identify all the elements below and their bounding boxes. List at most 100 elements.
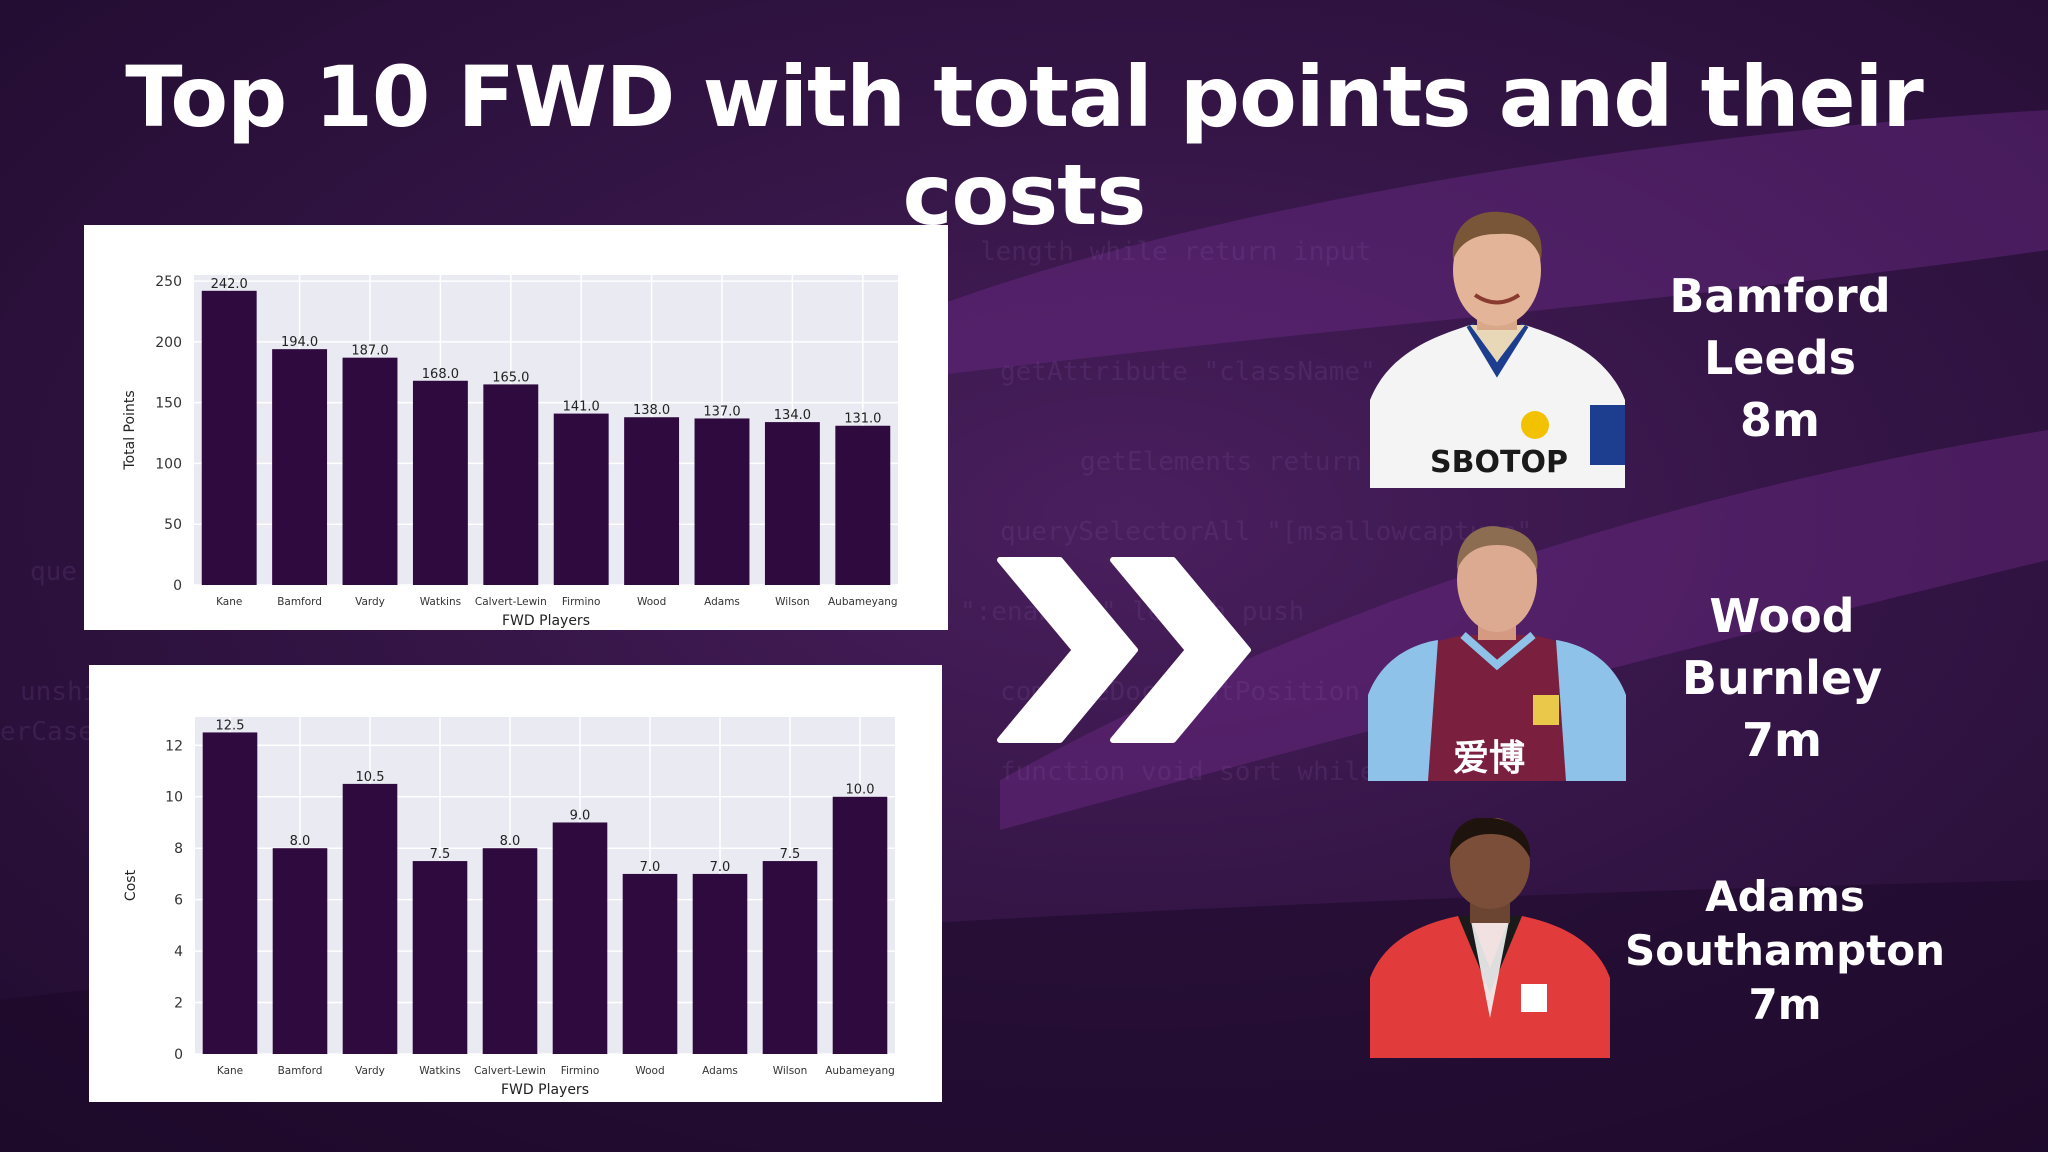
- svg-text:que: que: [30, 557, 77, 587]
- kit-sponsor-text: 爱博: [1453, 738, 1525, 779]
- data-label: 9.0: [570, 808, 591, 823]
- bar-kane: [201, 290, 257, 585]
- total-points-chart-card: 0 50 100 150 200 250 242.0 Kane 194.0 Bamford 187.…: [84, 225, 948, 630]
- player-photo-bamford: SBOTOP: [1370, 211, 1625, 488]
- y-tick-label: 50: [164, 517, 182, 533]
- bar-wilson: [764, 422, 820, 585]
- y-tick-label: 250: [155, 274, 182, 290]
- data-label: 7.0: [710, 860, 731, 875]
- bar-watkins: [412, 380, 468, 585]
- x-tick-label: Wood: [635, 1065, 664, 1077]
- data-label: 137.0: [703, 404, 740, 419]
- bar-aubameyang: [832, 796, 888, 1054]
- cost-chart-card: 0 2 4 6 8 10 12 12.5 Kane 8.0 Bamford 10.5 Vardy 7.5 W…: [89, 665, 942, 1102]
- y-tick-label: 2: [174, 996, 183, 1012]
- bar-firmino: [552, 822, 608, 1054]
- bar-wood: [624, 417, 680, 585]
- y-tick-label: 6: [174, 893, 183, 909]
- x-tick-label: Calvert-Lewin: [474, 1065, 546, 1077]
- x-tick-label: Vardy: [355, 596, 385, 608]
- cost-chart: 0 2 4 6 8 10 12 12.5 Kane 8.0 Bamford 10.5 Vardy 7.5 W…: [123, 717, 895, 1098]
- data-label: 7.0: [640, 860, 661, 875]
- player-cost: 7m: [1748, 980, 1822, 1029]
- player-club: Leeds: [1703, 331, 1856, 385]
- y-axis-label: Total Points: [122, 390, 138, 470]
- data-label: 194.0: [281, 335, 318, 350]
- x-tick-label: Kane: [216, 596, 242, 608]
- x-tick-label: Bamford: [278, 1065, 323, 1077]
- x-tick-label: Vardy: [355, 1065, 385, 1077]
- x-tick-label: Watkins: [419, 1065, 460, 1077]
- player-club: Burnley: [1681, 651, 1883, 705]
- bar-wood: [622, 873, 678, 1054]
- y-tick-label: 10: [165, 790, 183, 806]
- player-name: Wood: [1709, 589, 1855, 643]
- bar-vardy: [342, 783, 398, 1054]
- x-tick-label: Adams: [702, 1065, 738, 1077]
- player-info-bamford: Bamford Leeds 8m: [1600, 265, 1960, 451]
- bar-adams: [694, 418, 750, 585]
- data-label: 168.0: [422, 367, 459, 382]
- bar-calvert-lewin: [483, 384, 539, 585]
- data-label: 134.0: [774, 408, 811, 423]
- bar-vardy: [342, 357, 398, 585]
- bar-kane: [202, 732, 258, 1054]
- data-label: 141.0: [563, 400, 600, 415]
- x-tick-label: Bamford: [277, 596, 322, 608]
- player-cost: 7m: [1742, 713, 1822, 767]
- data-label: 8.0: [500, 834, 521, 849]
- data-label: 187.0: [351, 344, 388, 359]
- x-tick-label: Wilson: [775, 596, 810, 608]
- x-axis-label: FWD Players: [501, 1082, 589, 1098]
- data-label: 10.0: [846, 783, 875, 798]
- player-name: Bamford: [1669, 269, 1891, 323]
- x-tick-label: Firmino: [561, 1065, 600, 1077]
- bar-bamford: [272, 349, 328, 585]
- y-axis-label: Cost: [123, 869, 139, 901]
- data-label: 8.0: [290, 834, 311, 849]
- x-tick-label: Aubameyang: [825, 1065, 895, 1077]
- player-info-wood: Wood Burnley 7m: [1602, 585, 1962, 771]
- data-label: 12.5: [216, 718, 245, 733]
- x-tick-label: Aubameyang: [828, 596, 898, 608]
- data-label: 7.5: [430, 847, 451, 862]
- svg-text:function void sort while: function void sort while: [1000, 757, 1376, 787]
- data-label: 165.0: [492, 370, 529, 385]
- x-axis-label: FWD Players: [502, 613, 590, 629]
- player-cost: 8m: [1740, 393, 1820, 447]
- bar-adams: [692, 873, 748, 1054]
- svg-text:erCase: erCase: [0, 717, 94, 747]
- x-tick-label: Kane: [217, 1065, 243, 1077]
- bar-watkins: [412, 861, 468, 1054]
- x-tick-label: Calvert-Lewin: [475, 596, 547, 608]
- x-tick-label: Watkins: [420, 596, 461, 608]
- data-label: 131.0: [844, 412, 881, 427]
- data-label: 242.0: [211, 277, 248, 292]
- x-tick-label: Wood: [637, 596, 666, 608]
- y-tick-label: 0: [174, 1047, 183, 1063]
- bar-aubameyang: [835, 425, 891, 585]
- y-tick-label: 200: [155, 335, 182, 351]
- y-tick-label: 12: [165, 738, 183, 754]
- player-photo-adams: [1370, 818, 1610, 1058]
- player-info-adams: Adams Southampton 7m: [1605, 870, 1965, 1032]
- y-tick-label: 8: [174, 841, 183, 857]
- bar-firmino: [553, 413, 609, 585]
- x-tick-label: Adams: [704, 596, 740, 608]
- player-club: Southampton: [1625, 926, 1945, 975]
- double-chevron-icon: [997, 557, 1251, 743]
- player-name: Adams: [1705, 872, 1865, 921]
- page-title: Top 10 FWD with total points and their c…: [125, 48, 1924, 244]
- y-tick-label: 150: [155, 396, 182, 412]
- bar-calvert-lewin: [482, 848, 538, 1054]
- y-tick-label: 100: [155, 456, 182, 472]
- x-tick-label: Wilson: [773, 1065, 808, 1077]
- data-label: 10.5: [356, 770, 385, 785]
- data-label: 138.0: [633, 403, 670, 418]
- bar-wilson: [762, 861, 818, 1054]
- y-tick-label: 4: [174, 944, 183, 960]
- data-label: 7.5: [780, 847, 801, 862]
- bar-bamford: [272, 848, 328, 1054]
- x-tick-label: Firmino: [562, 596, 601, 608]
- y-tick-label: 0: [173, 578, 182, 594]
